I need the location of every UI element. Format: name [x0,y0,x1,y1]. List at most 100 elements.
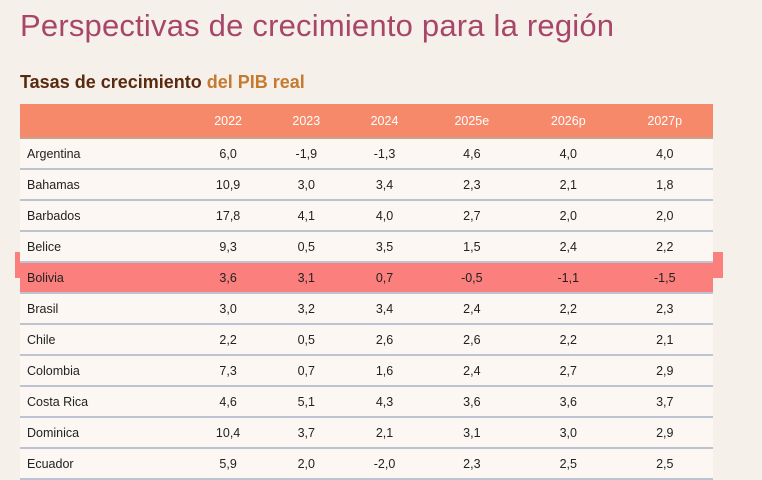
growth-value: -0,5 [423,262,521,294]
growth-value: 2,2 [189,324,268,356]
table-header-row: 2022 2023 2024 2025e 2026p 2027p [20,104,713,139]
table-row: Barbados 17,8 4,1 4,0 2,7 2,0 2,0 [20,200,713,232]
page-title: Perspectivas de crecimiento para la regi… [20,8,615,43]
growth-value: 4,3 [345,386,424,418]
growth-value: 3,0 [267,169,346,201]
growth-value: 2,1 [345,417,424,449]
country-name: Chile [20,324,189,356]
growth-value: 4,6 [189,386,268,418]
growth-value: 3,4 [345,293,424,325]
table-row: Brasil 3,0 3,2 3,4 2,4 2,2 2,3 [20,293,713,325]
growth-value: 2,2 [616,231,713,263]
table-row: Belice 9,3 0,5 3,5 1,5 2,4 2,2 [20,231,713,263]
growth-value: 2,7 [520,355,617,387]
growth-value: 3,6 [189,262,268,294]
column-header: 2023 [267,104,346,139]
growth-value: 3,7 [616,386,713,418]
growth-value: 3,6 [520,386,617,418]
table-row: Costa Rica 4,6 5,1 4,3 3,6 3,6 3,7 [20,386,713,418]
growth-value: 2,7 [423,200,521,232]
growth-value: 2,3 [423,169,521,201]
country-name: Colombia [20,355,189,387]
growth-value: 3,7 [267,417,346,449]
growth-value: 3,5 [345,231,424,263]
growth-value: 2,3 [616,293,713,325]
growth-value: 5,9 [189,448,268,480]
growth-value: 4,6 [423,138,521,170]
growth-value: 2,4 [520,231,617,263]
growth-value: 3,0 [520,417,617,449]
table-row: Bahamas 10,9 3,0 3,4 2,3 2,1 1,8 [20,169,713,201]
growth-value: 2,6 [423,324,521,356]
growth-value: -1,1 [520,262,617,294]
column-header: 2027p [616,104,713,139]
growth-value: 2,5 [520,448,617,480]
country-name: Bolivia [20,262,189,294]
growth-value: 10,4 [189,417,268,449]
growth-value: 9,3 [189,231,268,263]
growth-value: 4,1 [267,200,346,232]
growth-value: 3,6 [423,386,521,418]
growth-value: 4,0 [345,200,424,232]
growth-value: 17,8 [189,200,268,232]
table-title: Tasas de crecimiento del PIB real [20,72,305,93]
growth-value: 2,1 [520,169,617,201]
country-name: Dominica [20,417,189,449]
table-row: Argentina 6,0 -1,9 -1,3 4,6 4,0 4,0 [20,138,713,170]
growth-value: 2,5 [616,448,713,480]
country-name: Bahamas [20,169,189,201]
table-row: Chile 2,2 0,5 2,6 2,6 2,2 2,1 [20,324,713,356]
growth-value: 3,4 [345,169,424,201]
growth-value: 3,1 [267,262,346,294]
growth-value: 2,9 [616,417,713,449]
growth-value: 4,0 [520,138,617,170]
table-row-highlighted: Bolivia 3,6 3,1 0,7 -0,5 -1,1 -1,5 [20,262,713,294]
growth-value: 2,4 [423,293,521,325]
growth-value: 2,6 [345,324,424,356]
growth-value: 2,0 [520,200,617,232]
growth-value: 2,0 [267,448,346,480]
growth-value: 2,3 [423,448,521,480]
table-row: Ecuador 5,9 2,0 -2,0 2,3 2,5 2,5 [20,448,713,480]
growth-value: 6,0 [189,138,268,170]
growth-value: 3,0 [189,293,268,325]
column-header: 2024 [345,104,424,139]
table-title-part1: Tasas de crecimiento [20,72,207,92]
growth-value: 10,9 [189,169,268,201]
country-name: Barbados [20,200,189,232]
growth-value: -1,9 [267,138,346,170]
growth-value: 2,2 [520,293,617,325]
country-name: Brasil [20,293,189,325]
growth-value: 0,5 [267,324,346,356]
growth-value: 0,7 [267,355,346,387]
column-header: 2022 [189,104,268,139]
table-row: Colombia 7,3 0,7 1,6 2,4 2,7 2,9 [20,355,713,387]
country-name: Belice [20,231,189,263]
table-row: Dominica 10,4 3,7 2,1 3,1 3,0 2,9 [20,417,713,449]
growth-value: 4,0 [616,138,713,170]
column-header: 2026p [520,104,617,139]
growth-value: 2,0 [616,200,713,232]
country-name: Costa Rica [20,386,189,418]
growth-value: 3,2 [267,293,346,325]
growth-value: 2,9 [616,355,713,387]
growth-value: -1,5 [616,262,713,294]
growth-value: 3,1 [423,417,521,449]
growth-value: 1,5 [423,231,521,263]
growth-value: 2,2 [520,324,617,356]
country-name: Argentina [20,138,189,170]
column-header: 2025e [423,104,521,139]
growth-value: 0,5 [267,231,346,263]
growth-value: 0,7 [345,262,424,294]
growth-value: -1,3 [345,138,424,170]
growth-value: 2,1 [616,324,713,356]
table-title-part2: del PIB real [206,72,305,92]
growth-value: 1,8 [616,169,713,201]
growth-value: -2,0 [345,448,424,480]
growth-value: 2,4 [423,355,521,387]
country-name: Ecuador [20,448,189,480]
gdp-growth-table: 2022 2023 2024 2025e 2026p 2027p Argentina 6,0… [20,104,713,480]
growth-value: 7,3 [189,355,268,387]
growth-value: 1,6 [345,355,424,387]
growth-value: 5,1 [267,386,346,418]
